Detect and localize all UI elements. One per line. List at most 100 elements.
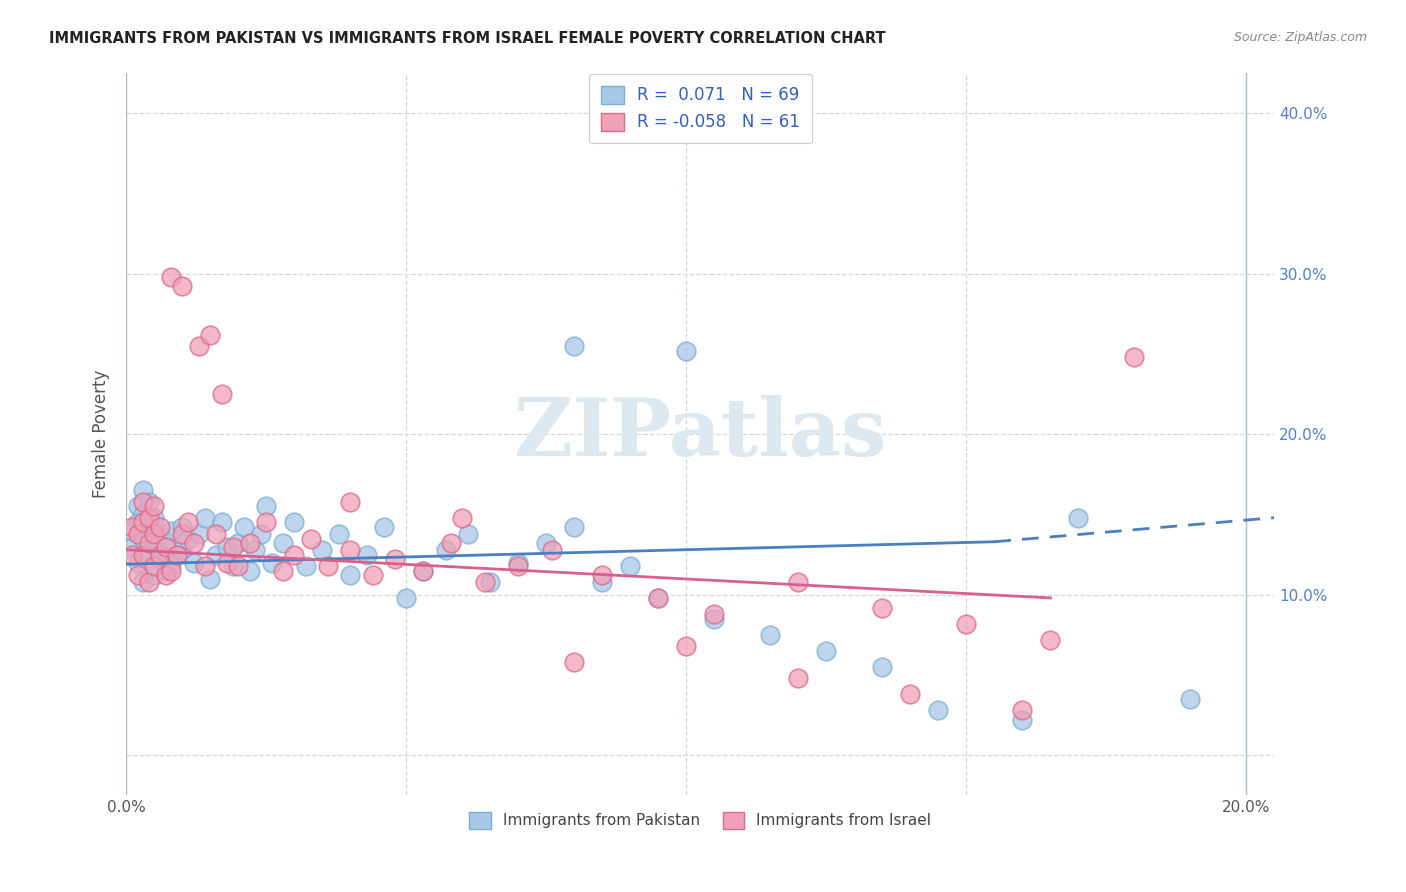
Point	[205, 526, 228, 541]
Point	[412, 564, 434, 578]
Point	[160, 558, 183, 573]
Point	[283, 516, 305, 530]
Point	[479, 574, 502, 589]
Point	[254, 500, 277, 514]
Point	[205, 548, 228, 562]
Point	[898, 687, 921, 701]
Point	[172, 520, 194, 534]
Point	[703, 612, 725, 626]
Point	[955, 616, 977, 631]
Point	[177, 516, 200, 530]
Point	[316, 558, 339, 573]
Point	[508, 558, 530, 573]
Point	[1067, 510, 1090, 524]
Point	[132, 532, 155, 546]
Point	[1011, 713, 1033, 727]
Point	[127, 556, 149, 570]
Point	[143, 526, 166, 541]
Point	[155, 564, 177, 578]
Point	[132, 516, 155, 530]
Point	[1123, 350, 1146, 364]
Point	[143, 558, 166, 573]
Point	[127, 568, 149, 582]
Point	[132, 574, 155, 589]
Point	[1011, 703, 1033, 717]
Point	[1039, 632, 1062, 647]
Point	[508, 556, 530, 570]
Point	[155, 568, 177, 582]
Point	[361, 568, 384, 582]
Point	[166, 548, 188, 562]
Point	[121, 520, 143, 534]
Point	[188, 526, 211, 541]
Point	[440, 536, 463, 550]
Point	[143, 510, 166, 524]
Point	[311, 542, 333, 557]
Point	[647, 591, 669, 605]
Point	[328, 526, 350, 541]
Point	[211, 516, 233, 530]
Point	[132, 494, 155, 508]
Point	[254, 516, 277, 530]
Point	[149, 548, 172, 562]
Point	[160, 564, 183, 578]
Point	[675, 343, 697, 358]
Point	[271, 564, 294, 578]
Point	[149, 526, 172, 541]
Point	[217, 540, 239, 554]
Point	[121, 524, 143, 538]
Point	[232, 520, 254, 534]
Point	[121, 540, 143, 554]
Point	[127, 500, 149, 514]
Point	[356, 548, 378, 562]
Point	[194, 558, 217, 573]
Point	[138, 536, 160, 550]
Y-axis label: Female Poverty: Female Poverty	[93, 370, 110, 499]
Point	[188, 339, 211, 353]
Point	[183, 556, 205, 570]
Point	[562, 339, 585, 353]
Point	[132, 548, 155, 562]
Point	[138, 520, 160, 534]
Point	[339, 494, 361, 508]
Point	[647, 591, 669, 605]
Point	[927, 703, 949, 717]
Point	[160, 269, 183, 284]
Point	[562, 520, 585, 534]
Point	[1180, 692, 1202, 706]
Point	[143, 540, 166, 554]
Point	[474, 574, 496, 589]
Point	[172, 542, 194, 557]
Text: IMMIGRANTS FROM PAKISTAN VS IMMIGRANTS FROM ISRAEL FEMALE POVERTY CORRELATION CH: IMMIGRANTS FROM PAKISTAN VS IMMIGRANTS F…	[49, 31, 886, 46]
Point	[562, 655, 585, 669]
Point	[138, 510, 160, 524]
Point	[299, 532, 322, 546]
Point	[339, 542, 361, 557]
Text: ZIPatlas: ZIPatlas	[515, 395, 886, 473]
Point	[703, 607, 725, 621]
Point	[200, 572, 222, 586]
Point	[591, 574, 613, 589]
Point	[872, 660, 894, 674]
Point	[591, 568, 613, 582]
Point	[132, 508, 155, 522]
Point	[759, 628, 782, 642]
Point	[177, 532, 200, 546]
Point	[200, 327, 222, 342]
Point	[172, 526, 194, 541]
Point	[183, 536, 205, 550]
Point	[166, 548, 188, 562]
Point	[815, 644, 838, 658]
Point	[172, 279, 194, 293]
Point	[127, 526, 149, 541]
Point	[271, 536, 294, 550]
Point	[211, 387, 233, 401]
Point	[249, 526, 271, 541]
Point	[536, 536, 558, 550]
Point	[217, 556, 239, 570]
Point	[395, 591, 418, 605]
Point	[194, 510, 217, 524]
Point	[143, 568, 166, 582]
Point	[222, 540, 245, 554]
Point	[283, 548, 305, 562]
